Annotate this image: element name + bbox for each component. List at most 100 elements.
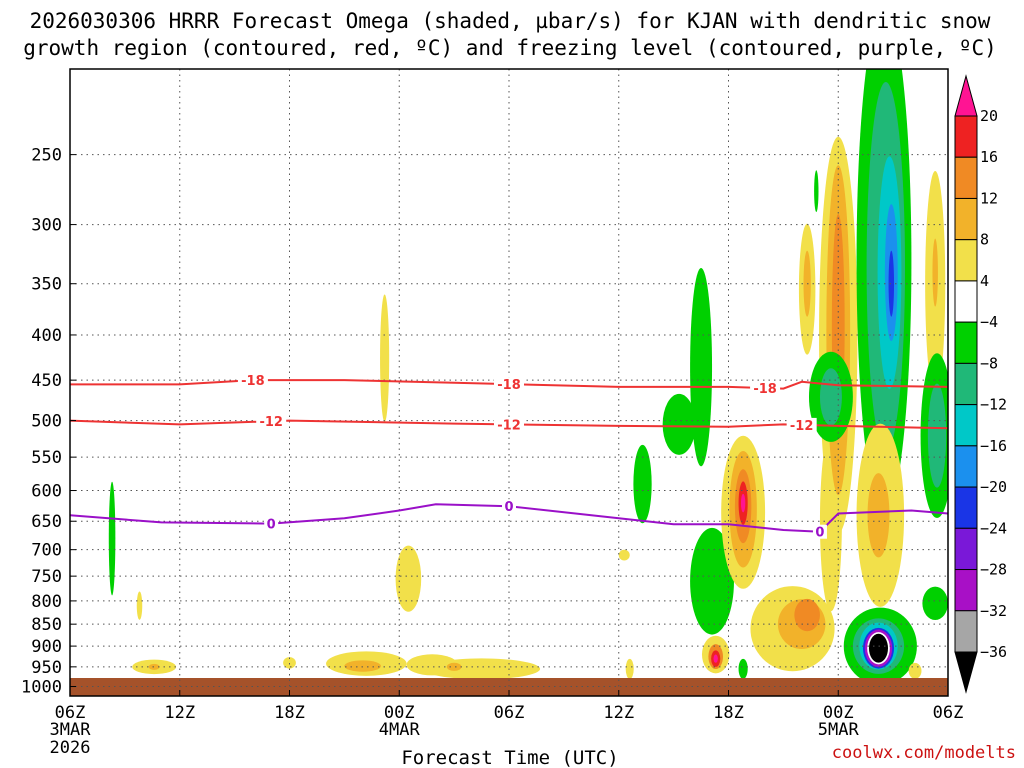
y-tick-label: 700 <box>31 541 62 561</box>
credit-label: coolwx.com/modelts <box>832 743 1016 763</box>
contour-label-bg <box>237 373 268 388</box>
contour-lines: -18 -18 -18 -12 -12 -12 0 0 0 <box>70 373 948 541</box>
contour-line <box>70 503 948 533</box>
contour-line <box>70 379 948 390</box>
x-tick-date: 3MAR <box>50 720 92 740</box>
y-tick-label: 550 <box>31 448 62 468</box>
contour-label-bg <box>750 381 781 396</box>
y-tick-label: 400 <box>31 326 62 346</box>
y-tick-label: 850 <box>31 615 62 635</box>
colorbar-segment <box>954 527 978 571</box>
omega-blob <box>633 444 652 524</box>
y-tick-label: 350 <box>31 275 62 295</box>
contour-label: 0 <box>504 500 513 515</box>
omega-blob <box>922 586 948 620</box>
colorbar-top-arrow <box>954 74 978 117</box>
colorbar-label: 8 <box>980 231 989 249</box>
colorbar-label: −4 <box>980 313 998 331</box>
omega-blob <box>713 654 718 663</box>
omega-blob <box>738 658 748 679</box>
chart-title-line-2: growth region (contoured, red, ºC) and f… <box>23 36 997 60</box>
x-tick-label: 06Z <box>494 703 525 723</box>
colorbar-segment <box>954 321 978 364</box>
contour-label-bg <box>494 417 524 432</box>
omega-blob <box>690 527 734 635</box>
colorbar-label: 16 <box>980 148 998 166</box>
y-tick-label: 1000 <box>21 678 62 698</box>
omega-blob <box>283 657 296 669</box>
y-tick-label: 600 <box>31 482 62 502</box>
omega-blob <box>932 238 938 307</box>
omega-blob <box>625 658 634 679</box>
contour-label: -18 <box>241 374 265 389</box>
x-tick-date: 4MAR <box>379 720 421 740</box>
omega-blob <box>888 250 895 317</box>
contour-label: -18 <box>497 378 521 393</box>
colorbar-segment <box>954 156 978 199</box>
colorbar-segment <box>954 115 978 158</box>
x-tick-label: 00Z <box>384 703 415 723</box>
omega-blob <box>868 633 889 663</box>
y-tick-label: 950 <box>31 658 62 678</box>
contour-label: -12 <box>497 418 521 433</box>
colorbar-label: 20 <box>980 107 998 125</box>
omega-blob <box>908 662 922 679</box>
y-tick-label: 800 <box>31 592 62 612</box>
y-tick-label: 250 <box>31 146 62 166</box>
contour-label: -18 <box>753 382 777 397</box>
colorbar-segment <box>954 197 978 241</box>
x-tick-label: 12Z <box>164 703 195 723</box>
omega-blob <box>690 267 713 467</box>
omega-blob <box>136 591 143 620</box>
colorbar-segment <box>954 404 978 447</box>
omega-blob <box>380 294 390 422</box>
x-tick-label: 06Z <box>55 703 86 723</box>
contour-label-bg <box>494 377 524 392</box>
x-tick-year: 2026 <box>50 738 91 758</box>
omega-blob <box>819 368 842 426</box>
omega-blob <box>446 662 462 671</box>
y-tick-label: 300 <box>31 216 62 236</box>
x-tick-label: 18Z <box>713 703 744 723</box>
y-tick-label: 650 <box>31 512 62 532</box>
contour-label-bg <box>256 414 287 429</box>
omega-shading <box>108 69 948 685</box>
colorbar: 20 16 12 8 4 −4 −8 −12 −16 −20 −24 −28 −32 −36 <box>954 74 1007 694</box>
x-tick-label: 12Z <box>603 703 634 723</box>
y-tick-label: 750 <box>31 567 62 587</box>
omega-blob <box>344 660 381 672</box>
colorbar-label: −36 <box>980 643 1007 661</box>
omega-blob <box>927 383 947 488</box>
y-tick-label: 900 <box>31 637 62 657</box>
colorbar-segment <box>954 445 978 488</box>
contour-label-bg <box>502 499 516 514</box>
colorbar-label: −12 <box>980 396 1007 414</box>
contour-label: -12 <box>790 419 814 434</box>
colorbar-segment <box>954 569 978 612</box>
omega-blob <box>794 598 820 632</box>
x-axis-label: Forecast Time (UTC) <box>401 747 618 768</box>
omega-blob <box>423 658 541 680</box>
colorbar-label: −16 <box>980 437 1007 455</box>
colorbar-label: −28 <box>980 561 1007 579</box>
colorbar-label: 12 <box>980 189 998 207</box>
colorbar-bottom-arrow <box>954 651 978 694</box>
omega-blob <box>618 549 630 561</box>
contour-label: -12 <box>259 415 283 430</box>
colorbar-label: −20 <box>980 478 1007 496</box>
x-tick-date: 5MAR <box>818 720 860 740</box>
omega-blob <box>148 663 160 670</box>
omega-blob <box>867 473 890 558</box>
contour-label-bg <box>812 524 827 539</box>
contour-label-bg <box>264 516 279 531</box>
omega-blob <box>740 493 746 513</box>
colorbar-label: −32 <box>980 602 1007 620</box>
colorbar-segment <box>954 610 978 653</box>
x-tick-label: 00Z <box>823 703 854 723</box>
colorbar-segment <box>954 239 978 282</box>
colorbar-segment <box>954 362 978 406</box>
colorbar-segment <box>954 280 978 323</box>
